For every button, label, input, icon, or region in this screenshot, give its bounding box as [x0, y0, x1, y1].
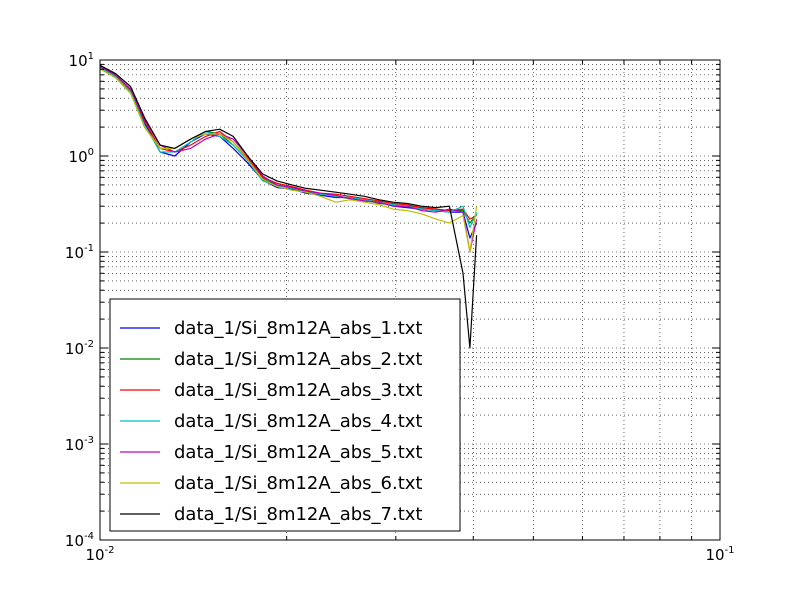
legend-label: data_1/Si_8m12A_abs_3.txt [174, 380, 422, 401]
y-tick-label: 10-3 [65, 435, 94, 454]
axis-ticks [99, 59, 721, 541]
legend-label: data_1/Si_8m12A_abs_5.txt [174, 442, 422, 463]
x-tick-label: 10-1 [705, 545, 734, 564]
y-tick-label: 10-2 [65, 339, 94, 358]
x-tick-label: 10-2 [85, 545, 114, 564]
legend-box [109, 298, 461, 532]
series-lines [99, 64, 478, 349]
y-tick-label: 101 [69, 51, 94, 70]
legend-label: data_1/Si_8m12A_abs_4.txt [174, 411, 422, 432]
legend-label: data_1/Si_8m12A_abs_1.txt [174, 318, 422, 339]
plot-frame [99, 59, 721, 541]
y-tick-labels: 101 100 10-1 10-2 10-3 10-4 [65, 51, 94, 550]
y-tick-label: 10-4 [65, 531, 94, 550]
legend-label: data_1/Si_8m12A_abs_2.txt [174, 349, 422, 370]
y-tick-label: 100 [69, 147, 94, 166]
series-line-3 [99, 66, 477, 220]
series-line-7 [99, 64, 478, 349]
y-tick-label: 10-1 [65, 243, 94, 262]
legend: data_1/Si_8m12A_abs_1.txt data_1/Si_8m12… [109, 298, 461, 532]
series-line-6 [99, 68, 478, 253]
x-tick-labels: 10-2 10-1 [85, 545, 734, 564]
legend-label: data_1/Si_8m12A_abs_6.txt [174, 473, 422, 494]
legend-label: data_1/Si_8m12A_abs_7.txt [174, 504, 422, 525]
